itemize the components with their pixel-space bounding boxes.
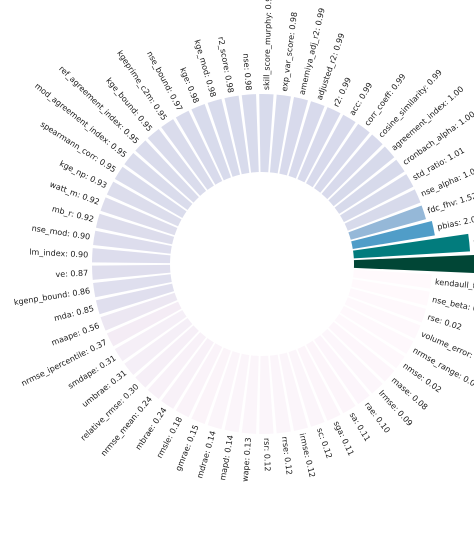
bar-corr_coeff (314, 123, 370, 193)
bar-lrmse (321, 328, 383, 394)
bar-label-nse: nse: 0.98 (241, 53, 253, 91)
bar-fdc_fhv (348, 205, 426, 240)
bar-cosine_similarity (321, 134, 383, 200)
bar-label-nse_mod: nse_mod: 0.90 (31, 224, 91, 242)
bar-mod_agreement_index (124, 152, 193, 211)
bar-rsr (259, 355, 274, 434)
bar-label-r2_score: r2_score: 0.98 (216, 36, 235, 94)
bar-kge_mod (207, 98, 241, 177)
bar-mrae (353, 255, 474, 273)
bar-label-sc: sc: 0.12 (315, 427, 334, 460)
bar-label-mdrae: mdrae: 0.14 (195, 430, 217, 480)
bar-adjusted_r2 (288, 101, 325, 179)
bar-nse_beta (351, 279, 430, 306)
bar-pbias (351, 220, 435, 249)
bar-label-ve: ve: 0.87 (55, 268, 88, 279)
bar-smdape (114, 310, 187, 362)
bar-label-kge: kge: 0.98 (178, 66, 201, 104)
bar-label-rrse: rrse: 0.12 (280, 436, 294, 475)
bar-nse_alpha (344, 189, 421, 231)
bar-label-kgeprime_c2m: kgeprime_c2m: 0.95 (115, 49, 168, 122)
bar-kge_np (106, 181, 182, 227)
bar-kgenp_bound (93, 274, 172, 298)
bar-mapd (224, 353, 250, 433)
bar-mbrae (161, 338, 214, 409)
bar-label-mapd: mapd: 0.14 (218, 434, 235, 481)
bar-volume_error (344, 297, 421, 339)
bar-label-mb_r: mb_r: 0.92 (51, 204, 95, 224)
bar-agreement_index (328, 146, 395, 207)
bar-sa (305, 340, 356, 414)
bar-watt_m (100, 197, 178, 236)
bar-label-rsr: rsr: 0.12 (262, 438, 272, 472)
bar-label-kendaull_tau: kendaull_tau: 0.00 (435, 277, 474, 294)
bar-cronbach_alpha (334, 159, 405, 214)
bar-irmse (279, 352, 308, 431)
bar-lm_index (92, 248, 171, 264)
bar-nrmse_ipercentile (106, 301, 182, 347)
bar-kge_bound (147, 128, 207, 196)
bar-kge (191, 103, 231, 181)
bar-nse_mod (93, 230, 172, 254)
bars-group (92, 94, 474, 434)
bar-label-nrmse_ipercentile: nrmse_ipercentile: 0.37 (20, 338, 108, 388)
bar-label-exp_var_score: exp_var_score: 0.98 (280, 11, 299, 92)
bar-nse (241, 94, 259, 173)
bar-mda (95, 283, 175, 315)
bar-mdrae (207, 351, 241, 430)
bar-amemiya_adj_r2 (279, 97, 308, 176)
bar-rae (314, 335, 370, 405)
bar-skill_score_murphy (259, 94, 274, 173)
bar-sga (297, 345, 341, 421)
bar-label-mde: mde: 2.91 (473, 233, 474, 246)
bar-label-kgenp_bound: kgenp_bound: 0.86 (13, 286, 90, 307)
bar-label-cronbach_alpha: cronbach_alpha: 1.00 (401, 110, 474, 167)
bar-label-wape: wape: 0.13 (241, 437, 253, 482)
bar-label-sa: sa: 0.11 (348, 411, 372, 443)
bar-rmsle (175, 343, 223, 418)
bar-label-nse_beta: nse_beta: 0.01 (431, 295, 474, 316)
bar-r2_score (224, 95, 250, 175)
bar-mb_r (95, 213, 175, 245)
bar-relative_rmse (135, 325, 199, 388)
bar-gmrae (191, 347, 231, 425)
bar-rrse (269, 354, 291, 434)
bar-wape (241, 355, 259, 434)
bar-ref_agreement_index (135, 140, 199, 203)
bar-nrmse_range (340, 305, 414, 354)
bar-label-fdc_fhv: fdc_fhv: 1.52 (426, 191, 474, 215)
bar-label-rse: rse: 0.02 (426, 313, 462, 332)
bar-mase (328, 321, 395, 382)
bar-exp_var_score (269, 94, 291, 174)
bar-label-sga: sga: 0.11 (332, 420, 356, 458)
bar-nrmse_mean (147, 332, 207, 400)
bar-r2 (297, 107, 341, 183)
bar-label-mda: mda: 0.85 (53, 304, 95, 323)
bar-nmse (334, 314, 405, 369)
bar-label-r2: r2: 0.99 (332, 76, 353, 108)
bar-rse (348, 288, 426, 323)
bar-kendaull_tau (353, 269, 432, 289)
bar-ve (92, 264, 171, 280)
bar-std_ratio (340, 174, 414, 223)
bar-umbrae (124, 317, 193, 376)
bar-label-nrmse_mean: nrmse_mean: 0.24 (99, 395, 154, 458)
bar-label-skill_score_murphy: skill_score_murphy: 0.98 (262, 0, 274, 90)
bar-label-irmse: irmse: 0.12 (298, 432, 317, 478)
bar-sc (288, 349, 325, 427)
bar-maape (100, 292, 178, 331)
bar-acc (305, 114, 356, 188)
bar-label-pbias: pbias: 2.08 (436, 214, 474, 232)
bar-spearmann_corr (114, 166, 187, 218)
bar-kgeprime_c2m (161, 119, 214, 190)
bar-nse_bound (175, 110, 223, 185)
bar-label-lm_index: lm_index: 0.90 (29, 248, 88, 260)
bar-mde (353, 233, 471, 259)
